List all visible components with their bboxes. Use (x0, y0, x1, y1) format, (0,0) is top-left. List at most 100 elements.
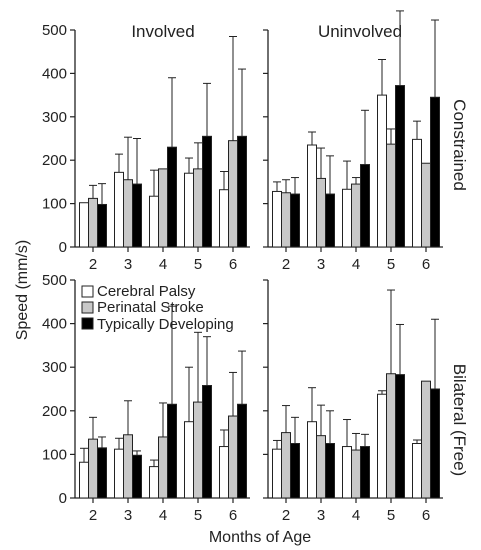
x-tick-label: 5 (387, 256, 395, 273)
bar-cerebral-palsy-4 (342, 188, 352, 248)
y-tick-label: 500 (42, 272, 67, 289)
bar-cerebral-palsy-5 (377, 393, 387, 499)
x-tick-label: 4 (159, 507, 167, 524)
bar-perinatal-stroke-3 (123, 434, 133, 499)
bar-cerebral-palsy-3 (114, 171, 124, 248)
y-axis-label: Speed (mm/s) (14, 240, 31, 340)
bar-perinatal-stroke-5 (193, 168, 203, 248)
bar-perinatal-stroke-4 (158, 436, 168, 499)
bar-typically-developing-6 (430, 96, 440, 248)
bar-typically-developing-6 (237, 135, 247, 248)
bar-cerebral-palsy-5 (184, 421, 194, 499)
y-tick-label: 300 (42, 359, 67, 376)
y-tick-label: 200 (42, 152, 67, 169)
x-tick-label: 5 (387, 507, 395, 524)
bar-perinatal-stroke-4 (351, 449, 361, 499)
bar-typically-developing-4 (167, 403, 177, 499)
bar-cerebral-palsy-2 (79, 202, 89, 248)
x-tick-label: 2 (89, 256, 97, 273)
bar-typically-developing-4 (360, 164, 370, 248)
bar-cerebral-palsy-6 (219, 446, 229, 499)
x-tick-label: 4 (352, 256, 360, 273)
bar-perinatal-stroke-2 (88, 197, 98, 248)
bar-perinatal-stroke-2 (88, 438, 98, 499)
bar-typically-developing-4 (167, 146, 177, 248)
bar-perinatal-stroke-2 (281, 192, 291, 248)
bar-typically-developing-6 (430, 388, 440, 499)
y-tick-label: 300 (42, 109, 67, 126)
bar-perinatal-stroke-6 (421, 380, 431, 499)
y-tick-label: 400 (42, 316, 67, 333)
x-tick-label: 6 (422, 507, 430, 524)
legend-swatch-typically-developing (81, 317, 94, 330)
bar-cerebral-palsy-6 (219, 189, 229, 248)
x-tick-label: 3 (124, 256, 132, 273)
bar-perinatal-stroke-4 (158, 168, 168, 248)
x-axis-label: Months of Age (209, 529, 311, 546)
legend: Cerebral Palsy Perinatal Stroke Typicall… (81, 283, 234, 333)
y-tick-label: 100 (42, 446, 67, 463)
x-tick-label: 6 (229, 256, 237, 273)
legend-swatch-cerebral-palsy (81, 285, 94, 298)
bar-cerebral-palsy-4 (342, 446, 352, 499)
bar-perinatal-stroke-3 (316, 435, 326, 499)
legend-label-typically-developing: Typically Developing (97, 316, 234, 333)
y-tick-label: 200 (42, 403, 67, 420)
bar-typically-developing-3 (325, 443, 335, 499)
bar-perinatal-stroke-3 (316, 177, 326, 248)
bar-typically-developing-3 (325, 193, 335, 248)
y-tick-label: 0 (59, 490, 67, 507)
bar-typically-developing-6 (237, 403, 247, 499)
bar-typically-developing-2 (290, 193, 300, 248)
bar-typically-developing-3 (132, 183, 142, 248)
row-label-bilateral: Bilateral (Free) (450, 364, 469, 476)
bar-typically-developing-5 (202, 385, 212, 499)
bar-cerebral-palsy-3 (307, 144, 317, 248)
bar-perinatal-stroke-5 (193, 401, 203, 499)
panel-constrained-uninvolved: 2 3 4 5 6 (263, 10, 443, 273)
panels: 0 100 200 300 400 500 2 3 4 5 6 2 3 4 5 6 0 100 200 300 400 5… (42, 10, 443, 524)
bar-cerebral-palsy-5 (377, 94, 387, 248)
bar-typically-developing-5 (395, 85, 405, 248)
x-tick-label: 2 (282, 507, 290, 524)
bar-typically-developing-5 (395, 374, 405, 499)
bar-cerebral-palsy-6 (412, 443, 422, 499)
bar-cerebral-palsy-3 (307, 421, 317, 499)
bar-cerebral-palsy-4 (149, 195, 159, 248)
y-tick-label: 0 (59, 239, 67, 256)
x-tick-label: 3 (124, 507, 132, 524)
bar-perinatal-stroke-4 (351, 183, 361, 248)
bar-cerebral-palsy-6 (412, 138, 422, 248)
x-tick-label: 6 (229, 507, 237, 524)
panel-bilateral-free-uninvolved: 2 3 4 5 6 (263, 279, 443, 524)
bar-perinatal-stroke-5 (386, 143, 396, 248)
x-tick-label: 4 (159, 256, 167, 273)
bar-typically-developing-3 (132, 454, 142, 499)
bar-cerebral-palsy-2 (272, 190, 282, 248)
x-tick-label: 6 (422, 256, 430, 273)
x-tick-label: 3 (317, 507, 325, 524)
legend-label-cerebral-palsy: Cerebral Palsy (97, 283, 196, 300)
x-tick-label: 2 (282, 256, 290, 273)
bar-perinatal-stroke-6 (421, 162, 431, 248)
bar-cerebral-palsy-2 (79, 461, 89, 499)
y-tick-label: 100 (42, 196, 67, 213)
bar-perinatal-stroke-6 (228, 415, 238, 499)
bar-perinatal-stroke-3 (123, 179, 133, 248)
row-label-constrained: Constrained (450, 99, 469, 191)
column-title-uninvolved: Uninvolved (318, 22, 402, 41)
x-tick-label: 5 (194, 507, 202, 524)
bar-perinatal-stroke-2 (281, 432, 291, 499)
legend-label-perinatal-stroke: Perinatal Stroke (97, 299, 204, 316)
x-tick-label: 5 (194, 256, 202, 273)
bar-cerebral-palsy-4 (149, 466, 159, 499)
bar-typically-developing-2 (97, 203, 107, 248)
bar-typically-developing-4 (360, 446, 370, 499)
x-tick-label: 3 (317, 256, 325, 273)
panel-constrained-involved: 0 100 200 300 400 500 2 3 4 5 6 (42, 22, 250, 273)
bar-cerebral-palsy-2 (272, 448, 282, 499)
bar-typically-developing-2 (97, 447, 107, 499)
bar-typically-developing-2 (290, 443, 300, 499)
bar-cerebral-palsy-5 (184, 172, 194, 248)
